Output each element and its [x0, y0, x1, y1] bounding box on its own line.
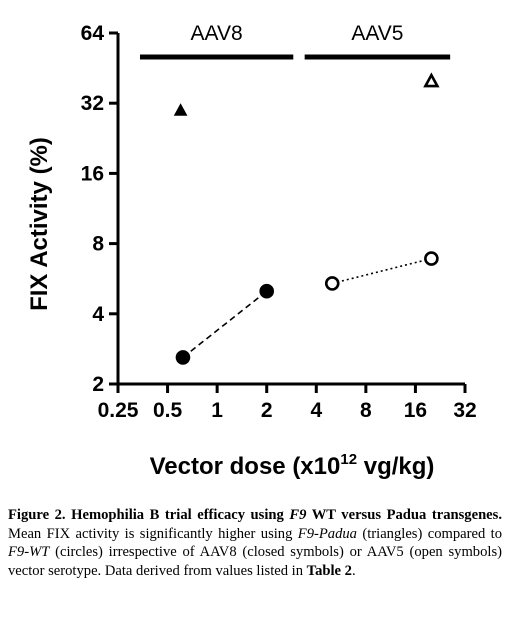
y-tick-label: 16 — [81, 162, 104, 185]
caption-text-4: . — [351, 562, 356, 579]
closed-circle-point — [175, 350, 191, 365]
series-line — [182, 290, 268, 359]
y-tick-label: 4 — [92, 303, 104, 326]
open-circle-point — [424, 251, 439, 266]
caption-text-1: Mean FIX activity is significantly highe… — [8, 525, 298, 542]
x-axis-title-exponent: 12 — [340, 451, 357, 468]
x-axis-title-main: Vector dose (x10 — [150, 453, 341, 480]
closed-triangle-point — [173, 103, 188, 116]
open-triangle-point — [423, 72, 440, 88]
serotype-groups: AAV8 AAV5 — [139, 22, 451, 60]
x-axis-title-tail: vg/kg) — [357, 453, 434, 480]
caption-wt: F9-WT — [8, 544, 50, 560]
caption-title-part-1: Hemophilia B trial efficacy using — [65, 507, 290, 523]
serotype-label: AAV5 — [351, 22, 403, 45]
figure-caption: Figure 2. Hemophilia B trial efficacy us… — [8, 506, 502, 580]
x-tick-label: 8 — [360, 399, 372, 422]
caption-title-gene: F9 — [289, 507, 307, 523]
caption-figure-label: Figure 2. — [8, 507, 66, 523]
data-marks — [173, 72, 440, 365]
caption-text-3: (circles) irrespective of AAV8 (closed s… — [8, 544, 502, 579]
y-tick-label: 32 — [81, 92, 104, 115]
open-circle-point — [324, 276, 340, 291]
caption-text-2: (triangles) compared to — [356, 525, 502, 542]
caption-table-ref: Table 2 — [306, 562, 352, 579]
caption-title-part-2: WT versus Padua transgenes. — [306, 507, 502, 523]
x-tick-label: 4 — [310, 399, 322, 422]
y-tick-label: 64 — [81, 22, 105, 45]
y-tick-label: 8 — [92, 233, 104, 256]
x-axis-title: Vector dose (x1012 vg/kg) — [150, 451, 435, 480]
x-tick-label: 16 — [404, 399, 427, 422]
x-tick-label: 2 — [261, 399, 273, 422]
x-tick-label: 0.5 — [153, 399, 183, 422]
closed-circle-point — [259, 283, 275, 299]
caption-padua: F9-Padua — [297, 525, 357, 542]
axes: 2 4 8 16 32 64 0.25 0.5 1 2 4 8 16 32 — [81, 22, 477, 422]
x-tick-label: 1 — [211, 399, 223, 422]
x-tick-label: 32 — [453, 399, 476, 422]
y-tick-label: 2 — [92, 373, 104, 396]
x-tick-label: 0.25 — [98, 399, 139, 422]
serotype-label: AAV8 — [191, 22, 243, 45]
y-axis-title: FIX Activity (%) — [26, 137, 53, 311]
series-line — [332, 257, 432, 285]
